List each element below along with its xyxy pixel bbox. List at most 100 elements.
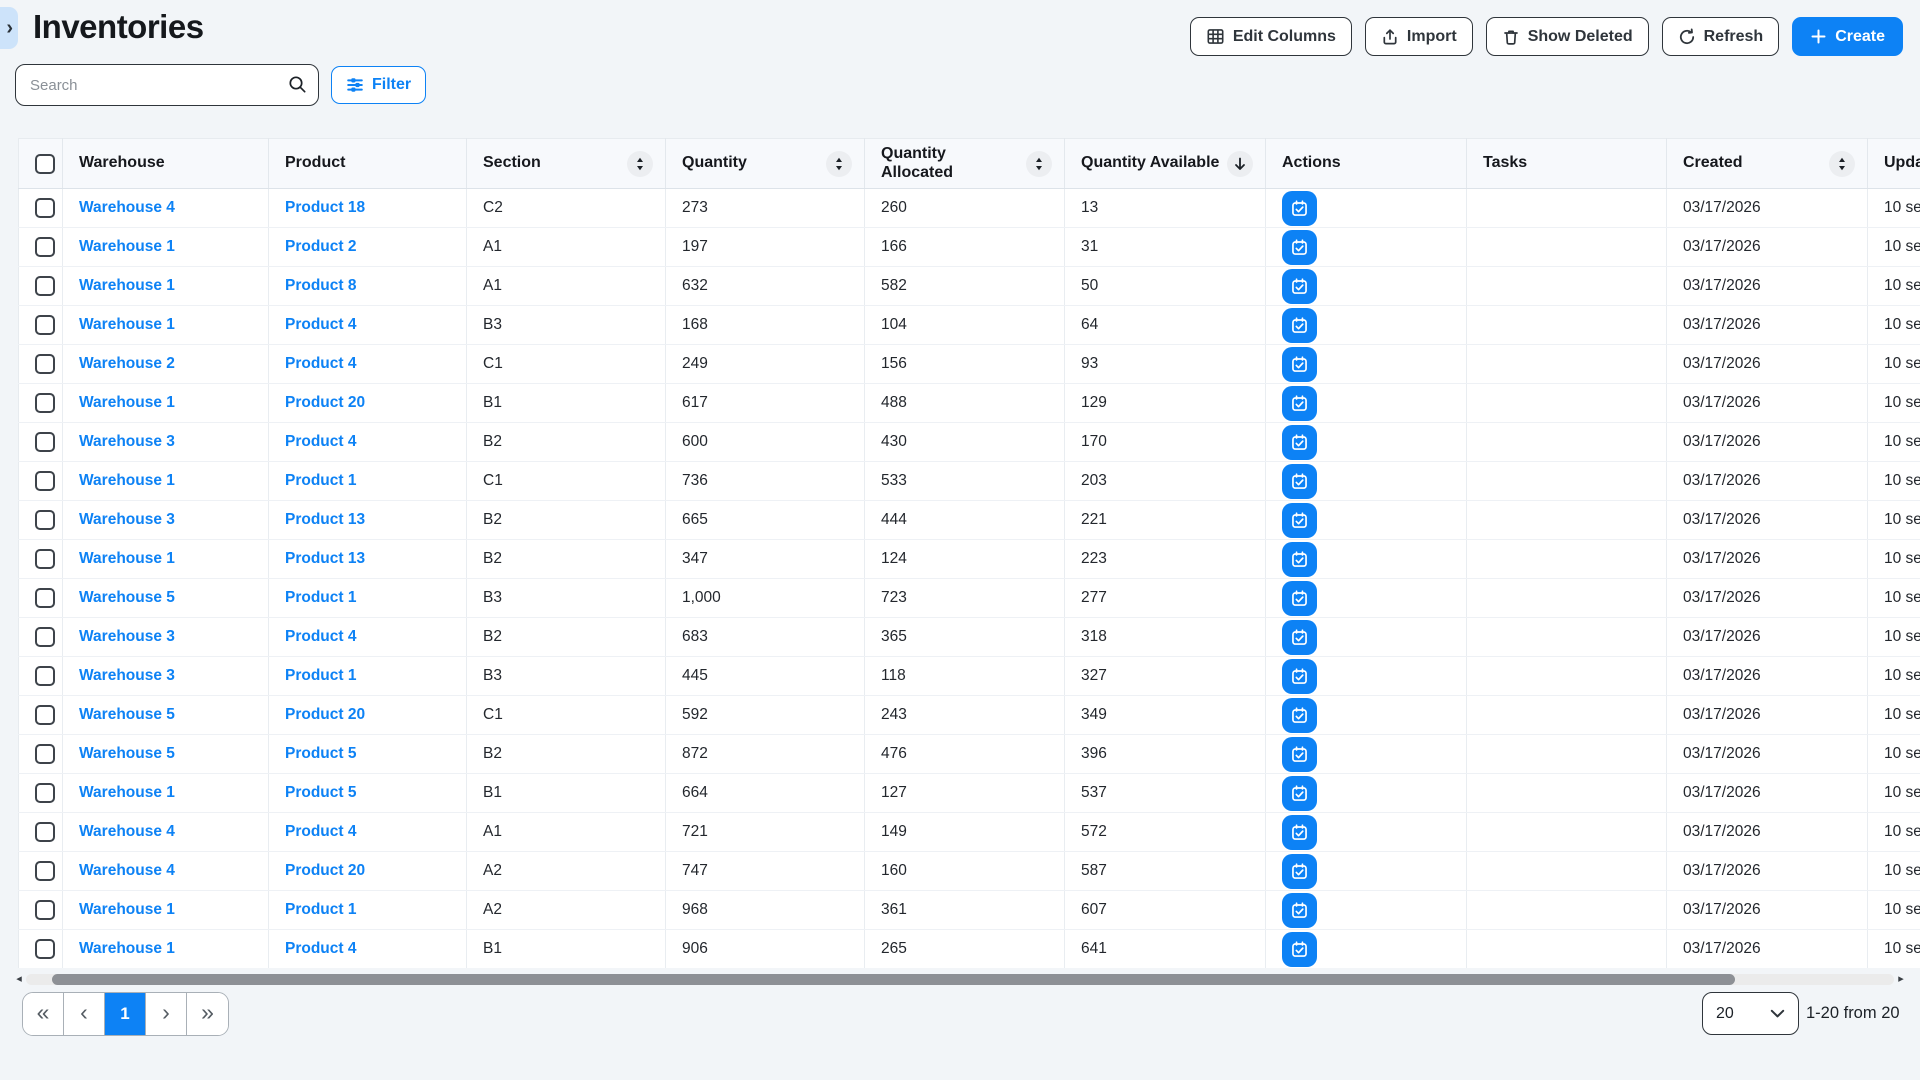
page-1-button[interactable]: 1 bbox=[105, 993, 146, 1035]
warehouse-link[interactable]: Warehouse 3 bbox=[79, 628, 175, 645]
row-checkbox[interactable] bbox=[35, 393, 55, 413]
tasks-action-button[interactable] bbox=[1282, 424, 1317, 460]
warehouse-link[interactable]: Warehouse 1 bbox=[79, 550, 175, 567]
tasks-action-button[interactable] bbox=[1282, 268, 1317, 304]
tasks-action-button[interactable] bbox=[1282, 697, 1317, 733]
row-checkbox[interactable] bbox=[35, 549, 55, 569]
show-deleted-button[interactable]: Show Deleted bbox=[1485, 17, 1649, 56]
search-input[interactable] bbox=[15, 64, 319, 106]
tasks-action-button[interactable] bbox=[1282, 385, 1317, 421]
sort-icon[interactable] bbox=[1829, 150, 1855, 177]
tasks-action-button[interactable] bbox=[1282, 853, 1317, 889]
column-header-quantity[interactable]: Quantity bbox=[665, 138, 865, 189]
refresh-button[interactable]: Refresh bbox=[1661, 17, 1780, 56]
tasks-action-button[interactable] bbox=[1282, 814, 1317, 850]
product-link[interactable]: Product 13 bbox=[285, 550, 366, 567]
row-checkbox[interactable] bbox=[35, 510, 55, 530]
tasks-action-button[interactable] bbox=[1282, 658, 1317, 694]
select-all-checkbox[interactable] bbox=[35, 153, 55, 174]
sort-icon[interactable] bbox=[826, 150, 852, 177]
warehouse-link[interactable]: Warehouse 3 bbox=[79, 511, 175, 528]
row-checkbox[interactable] bbox=[35, 627, 55, 647]
edit-columns-button[interactable]: Edit Columns bbox=[1189, 17, 1352, 56]
next-page-button[interactable]: › bbox=[146, 993, 187, 1035]
tasks-action-button[interactable] bbox=[1282, 463, 1317, 499]
tasks-action-button[interactable] bbox=[1282, 502, 1317, 538]
warehouse-link[interactable]: Warehouse 1 bbox=[79, 472, 175, 489]
warehouse-link[interactable]: Warehouse 1 bbox=[79, 901, 175, 918]
product-link[interactable]: Product 1 bbox=[285, 901, 357, 918]
tasks-action-button[interactable] bbox=[1282, 892, 1317, 928]
column-header-quantity-allocated[interactable]: Quantity Allocated bbox=[864, 138, 1065, 189]
row-checkbox[interactable] bbox=[35, 315, 55, 335]
product-link[interactable]: Product 20 bbox=[285, 706, 366, 723]
create-button[interactable]: Create bbox=[1792, 17, 1903, 56]
filter-button[interactable]: Filter bbox=[331, 66, 427, 104]
tasks-action-button[interactable] bbox=[1282, 580, 1317, 616]
row-checkbox[interactable] bbox=[35, 783, 55, 803]
row-checkbox[interactable] bbox=[35, 588, 55, 608]
product-link[interactable]: Product 1 bbox=[285, 589, 357, 606]
product-link[interactable]: Product 13 bbox=[285, 511, 366, 528]
scrollbar-thumb[interactable] bbox=[52, 974, 1735, 985]
row-checkbox[interactable] bbox=[35, 237, 55, 257]
prev-page-button[interactable]: ‹ bbox=[64, 993, 105, 1035]
sort-icon[interactable] bbox=[1026, 150, 1052, 177]
product-link[interactable]: Product 5 bbox=[285, 784, 357, 801]
product-link[interactable]: Product 4 bbox=[285, 433, 357, 450]
row-checkbox[interactable] bbox=[35, 432, 55, 452]
tasks-action-button[interactable] bbox=[1282, 541, 1317, 577]
product-link[interactable]: Product 4 bbox=[285, 823, 357, 840]
row-checkbox[interactable] bbox=[35, 900, 55, 920]
sort-desc-icon[interactable] bbox=[1227, 150, 1253, 177]
warehouse-link[interactable]: Warehouse 4 bbox=[79, 823, 175, 840]
scroll-left-arrow-icon[interactable]: ◂ bbox=[16, 973, 22, 985]
row-checkbox[interactable] bbox=[35, 861, 55, 881]
tasks-action-button[interactable] bbox=[1282, 931, 1317, 967]
warehouse-link[interactable]: Warehouse 4 bbox=[79, 199, 175, 216]
product-link[interactable]: Product 1 bbox=[285, 472, 357, 489]
product-link[interactable]: Product 2 bbox=[285, 238, 357, 255]
tasks-action-button[interactable] bbox=[1282, 346, 1317, 382]
product-link[interactable]: Product 18 bbox=[285, 199, 366, 216]
warehouse-link[interactable]: Warehouse 3 bbox=[79, 667, 175, 684]
warehouse-link[interactable]: Warehouse 1 bbox=[79, 784, 175, 801]
warehouse-link[interactable]: Warehouse 1 bbox=[79, 394, 175, 411]
row-checkbox[interactable] bbox=[35, 198, 55, 218]
product-link[interactable]: Product 4 bbox=[285, 940, 357, 957]
warehouse-link[interactable]: Warehouse 1 bbox=[79, 277, 175, 294]
warehouse-link[interactable]: Warehouse 5 bbox=[79, 589, 175, 606]
scroll-right-arrow-icon[interactable]: ▸ bbox=[1898, 973, 1904, 985]
sidebar-expand-button[interactable]: › bbox=[0, 7, 18, 49]
row-checkbox[interactable] bbox=[35, 939, 55, 959]
tasks-action-button[interactable] bbox=[1282, 775, 1317, 811]
tasks-action-button[interactable] bbox=[1282, 229, 1317, 265]
warehouse-link[interactable]: Warehouse 1 bbox=[79, 316, 175, 333]
product-link[interactable]: Product 20 bbox=[285, 862, 366, 879]
tasks-action-button[interactable] bbox=[1282, 736, 1317, 772]
product-link[interactable]: Product 1 bbox=[285, 667, 357, 684]
product-link[interactable]: Product 5 bbox=[285, 745, 357, 762]
import-button[interactable]: Import bbox=[1364, 17, 1473, 56]
warehouse-link[interactable]: Warehouse 3 bbox=[79, 433, 175, 450]
warehouse-link[interactable]: Warehouse 2 bbox=[79, 355, 175, 372]
tasks-action-button[interactable] bbox=[1282, 307, 1317, 343]
warehouse-link[interactable]: Warehouse 5 bbox=[79, 706, 175, 723]
row-checkbox[interactable] bbox=[35, 471, 55, 491]
row-checkbox[interactable] bbox=[35, 666, 55, 686]
product-link[interactable]: Product 4 bbox=[285, 628, 357, 645]
row-checkbox[interactable] bbox=[35, 354, 55, 374]
warehouse-link[interactable]: Warehouse 5 bbox=[79, 745, 175, 762]
warehouse-link[interactable]: Warehouse 4 bbox=[79, 862, 175, 879]
column-header-quantity-available[interactable]: Quantity Available bbox=[1064, 138, 1266, 189]
row-checkbox[interactable] bbox=[35, 822, 55, 842]
row-checkbox[interactable] bbox=[35, 705, 55, 725]
product-link[interactable]: Product 20 bbox=[285, 394, 366, 411]
first-page-button[interactable]: « bbox=[23, 993, 64, 1035]
product-link[interactable]: Product 4 bbox=[285, 316, 357, 333]
last-page-button[interactable]: » bbox=[187, 993, 228, 1035]
product-link[interactable]: Product 4 bbox=[285, 355, 357, 372]
product-link[interactable]: Product 8 bbox=[285, 277, 357, 294]
column-header-created[interactable]: Created bbox=[1666, 138, 1868, 189]
column-header-section[interactable]: Section bbox=[466, 138, 666, 189]
